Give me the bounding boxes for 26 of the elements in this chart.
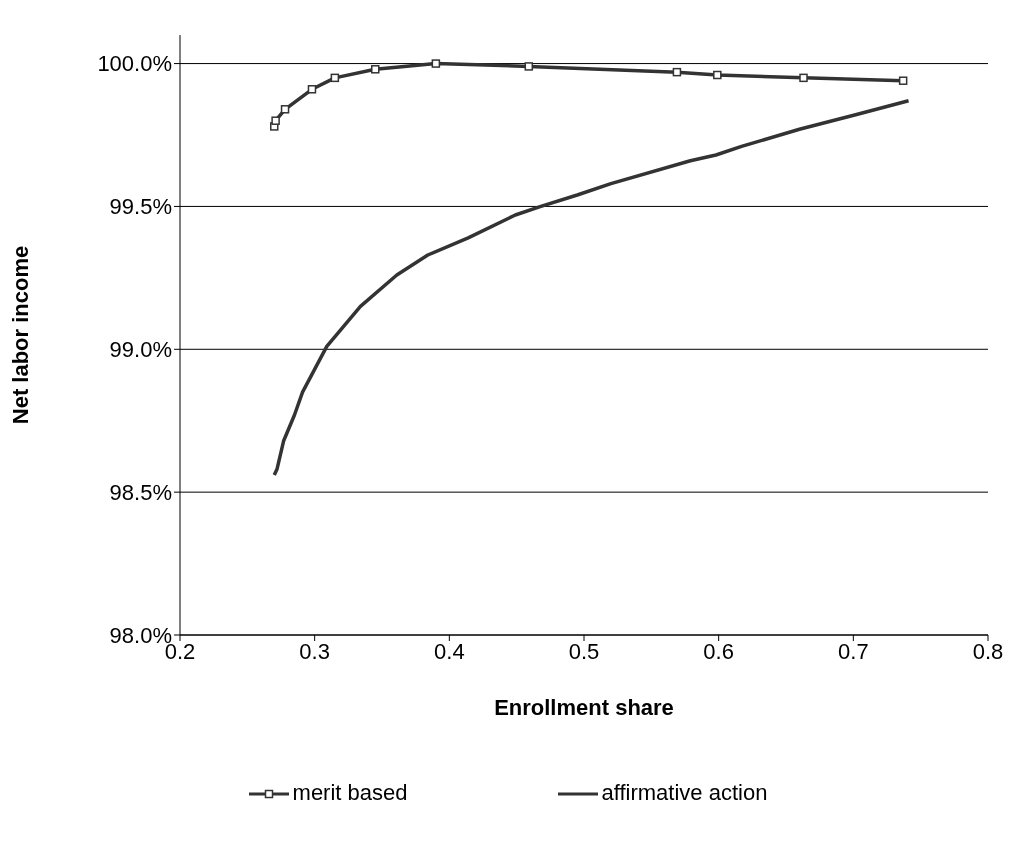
point xyxy=(280,105,290,114)
x-tick-label: 0.8 xyxy=(972,638,1004,664)
point xyxy=(799,73,808,83)
point xyxy=(330,73,340,83)
legend-label: merit based xyxy=(291,780,408,806)
x-tick-label: 0.3 xyxy=(299,638,330,664)
point xyxy=(431,59,441,68)
legend-label: affirmative action xyxy=(600,780,768,806)
x-axis-title: Enrollment share xyxy=(494,695,674,720)
y-tick-label: 99.0% xyxy=(109,337,172,363)
point xyxy=(307,85,317,94)
point xyxy=(672,67,682,77)
point xyxy=(898,76,908,85)
y-axis-title: Net labor income xyxy=(7,245,33,425)
x-tick-label: 0.6 xyxy=(703,638,734,664)
y-tick-label: 99.5% xyxy=(109,194,172,220)
point xyxy=(371,65,380,74)
y-tick-label: 100.0% xyxy=(97,51,172,77)
point xyxy=(713,70,722,80)
x-tick-label: 0.4 xyxy=(434,638,465,664)
line-series xyxy=(272,98,911,477)
x-tick-label: 0.7 xyxy=(838,638,869,664)
x-tick-label: 0.5 xyxy=(568,638,600,664)
point xyxy=(524,62,534,71)
point xyxy=(271,116,280,125)
y-tick-label: 98.5% xyxy=(109,479,172,505)
